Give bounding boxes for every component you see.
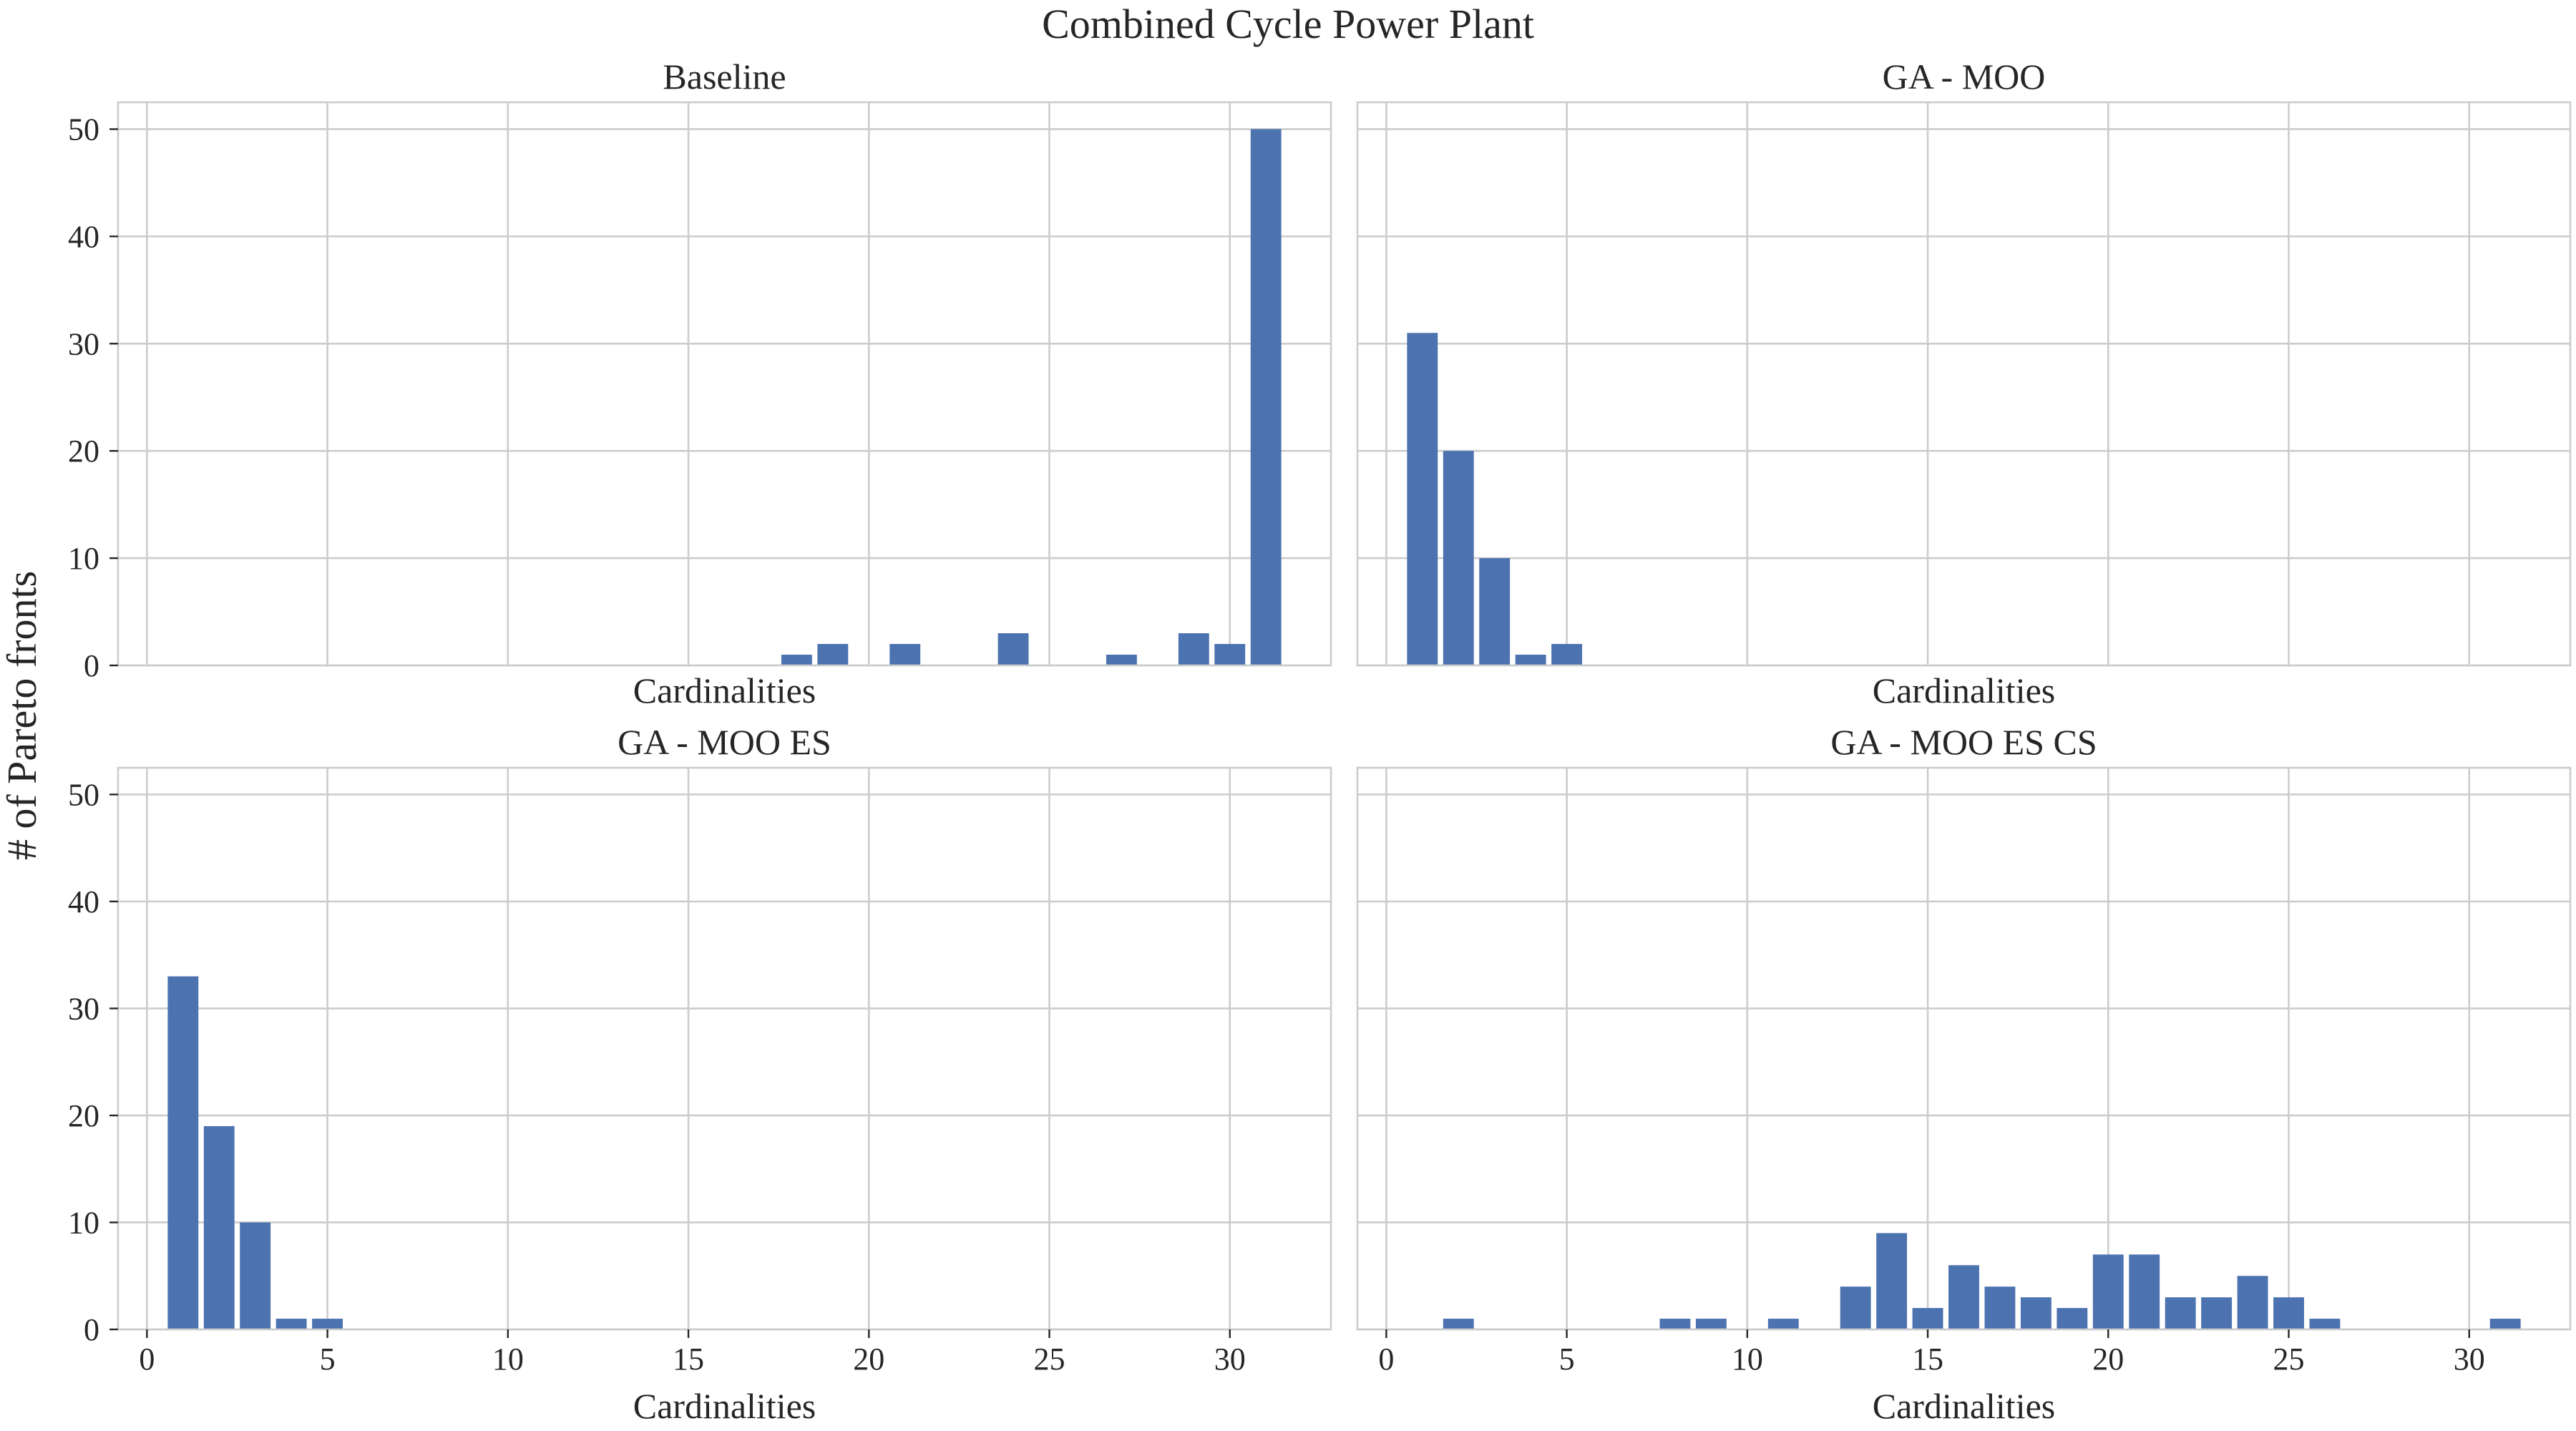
chart-3-ga-moo-es-cs-bar-x26 [2309, 1319, 2341, 1329]
chart-0-baseline-ytick-label-0: 0 [84, 648, 99, 683]
chart-1-ga-moo-bar-x3 [1479, 558, 1511, 665]
chart-1-ga-moo-x-axis-label: Cardinalities [1873, 670, 2056, 710]
chart-2-ga-moo-es-bar-x1 [167, 976, 199, 1329]
chart-3-ga-moo-es-cs-bar-x22 [2165, 1297, 2196, 1329]
chart-3-ga-moo-es-cs-bar-x11 [1767, 1319, 1799, 1329]
chart-0-baseline-x-axis-label: Cardinalities [633, 670, 816, 710]
subplot-ga-moo-es: 0 10 20 30 40 50 0 5 10 15 20 25 30 GA - MOO ES Cardin… [68, 722, 1332, 1426]
chart-3-ga-moo-es-cs-title: GA - MOO ES CS [1830, 722, 2097, 762]
chart-2-ga-moo-es-plot-frame [117, 766, 1332, 1331]
chart-3-ga-moo-es-cs-bar-x8 [1659, 1319, 1691, 1329]
chart-2-ga-moo-es-xtick-label-25: 25 [1034, 1342, 1065, 1377]
figure-title: Combined Cycle Power Plant [1042, 1, 1534, 47]
chart-3-ga-moo-es-cs-xtick-label-20: 20 [2092, 1342, 2124, 1377]
chart-2-ga-moo-es-xtick-label-15: 15 [673, 1342, 704, 1377]
chart-1-ga-moo-title: GA - MOO [1883, 57, 2046, 97]
chart-0-baseline-ytick-label-50: 50 [68, 112, 99, 147]
chart-3-ga-moo-es-cs-xtick-label-30: 30 [2454, 1342, 2485, 1377]
chart-0-baseline-bar-x21 [889, 644, 921, 665]
chart-2-ga-moo-es-x-axis-label: Cardinalities [633, 1386, 816, 1426]
chart-2-ga-moo-es-bar-x3 [240, 1222, 271, 1329]
chart-3-ga-moo-es-cs-bar-x19 [2057, 1308, 2088, 1329]
chart-1-ga-moo-bar-x1 [1407, 333, 1438, 665]
chart-0-baseline-ytick-label-10: 10 [68, 541, 99, 576]
chart-3-ga-moo-es-cs-bar-x21 [2129, 1254, 2160, 1329]
chart-3-ga-moo-es-cs-xtick-label-10: 10 [1732, 1342, 1763, 1377]
chart-3-ga-moo-es-cs-bar-x24 [2237, 1276, 2268, 1329]
chart-2-ga-moo-es-ytick-label-40: 40 [68, 884, 99, 919]
chart-3-ga-moo-es-cs-bar-x18 [2020, 1297, 2051, 1329]
subplot-ga-moo: GA - MOO Cardinalities [1356, 57, 2572, 710]
chart-2-ga-moo-es-ytick-label-50: 50 [68, 777, 99, 812]
subplot-ga-moo-es-cs: 0 5 10 15 20 25 30 GA - MOO ES CS Cardinalities [1356, 722, 2572, 1426]
chart-2-ga-moo-es-title: GA - MOO ES [618, 722, 831, 762]
chart-2-ga-moo-es-bar-x5 [312, 1319, 343, 1329]
chart-2-ga-moo-es-xtick-label-0: 0 [139, 1342, 155, 1377]
chart-3-ga-moo-es-cs-xtick-label-25: 25 [2273, 1342, 2305, 1377]
chart-0-baseline-ytick-label-20: 20 [68, 434, 99, 469]
chart-0-baseline-bar-x29 [1178, 633, 1209, 665]
chart-3-ga-moo-es-cs-bar-x14 [1876, 1233, 1908, 1329]
chart-3-ga-moo-es-cs-plot-frame [1356, 766, 2572, 1331]
chart-0-baseline-ytick-label-30: 30 [68, 326, 99, 361]
chart-3-ga-moo-es-cs-xtick-label-0: 0 [1378, 1342, 1394, 1377]
chart-1-ga-moo-plot-frame [1356, 101, 2572, 667]
chart-3-ga-moo-es-cs-bar-x15 [1912, 1308, 1943, 1329]
chart-2-ga-moo-es-xtick-label-10: 10 [492, 1342, 524, 1377]
chart-3-ga-moo-es-cs-bar-x20 [2092, 1254, 2124, 1329]
chart-2-ga-moo-es-bar-x2 [203, 1125, 235, 1329]
chart-0-baseline-bar-x30 [1214, 644, 1246, 665]
chart-2-ga-moo-es-xtick-label-5: 5 [320, 1342, 336, 1377]
chart-2-ga-moo-es-xtick-label-20: 20 [853, 1342, 884, 1377]
chart-1-ga-moo-bar-x5 [1551, 644, 1583, 665]
chart-2-ga-moo-es-ytick-label-0: 0 [84, 1312, 99, 1347]
chart-2-ga-moo-es-ytick-label-30: 30 [68, 991, 99, 1026]
chart-3-ga-moo-es-cs-bar-x9 [1695, 1319, 1727, 1329]
chart-3-ga-moo-es-cs-bar-x23 [2201, 1297, 2233, 1329]
chart-0-baseline-bar-x27 [1106, 655, 1137, 665]
chart-3-ga-moo-es-cs-bar-x16 [1948, 1265, 1979, 1329]
chart-0-baseline-bar-x18 [781, 655, 812, 665]
chart-0-baseline-plot-frame [117, 101, 1332, 667]
chart-3-ga-moo-es-cs-bar-x2 [1443, 1319, 1474, 1329]
chart-3-ga-moo-es-cs-bar-x13 [1840, 1286, 1871, 1329]
chart-1-ga-moo-bar-x4 [1515, 655, 1546, 665]
chart-3-ga-moo-es-cs-xtick-label-5: 5 [1559, 1342, 1575, 1377]
subplot-baseline: 0 10 20 30 40 50 Baseline Cardinalities [68, 57, 1332, 710]
chart-0-baseline-bar-x31 [1250, 129, 1282, 665]
chart-2-ga-moo-es-xtick-label-30: 30 [1214, 1342, 1246, 1377]
chart-0-baseline-bar-x24 [997, 633, 1029, 665]
chart-1-ga-moo-bar-x2 [1443, 451, 1474, 665]
chart-2-ga-moo-es-ytick-label-20: 20 [68, 1098, 99, 1133]
chart-2-ga-moo-es-ytick-label-10: 10 [68, 1205, 99, 1240]
chart-3-ga-moo-es-cs-bar-x31 [2489, 1319, 2521, 1329]
figure-y-axis-label: # of Pareto fronts [0, 571, 45, 860]
chart-0-baseline-bar-x19 [817, 644, 849, 665]
chart-0-baseline-title: Baseline [663, 57, 786, 97]
chart-3-ga-moo-es-cs-xtick-label-15: 15 [1912, 1342, 1943, 1377]
chart-3-ga-moo-es-cs-x-axis-label: Cardinalities [1873, 1386, 2056, 1426]
chart-3-ga-moo-es-cs-bar-x25 [2273, 1297, 2304, 1329]
chart-2-ga-moo-es-bar-x4 [275, 1319, 307, 1329]
chart-3-ga-moo-es-cs-bar-x17 [1984, 1286, 2016, 1329]
chart-0-baseline-ytick-label-40: 40 [68, 219, 99, 254]
